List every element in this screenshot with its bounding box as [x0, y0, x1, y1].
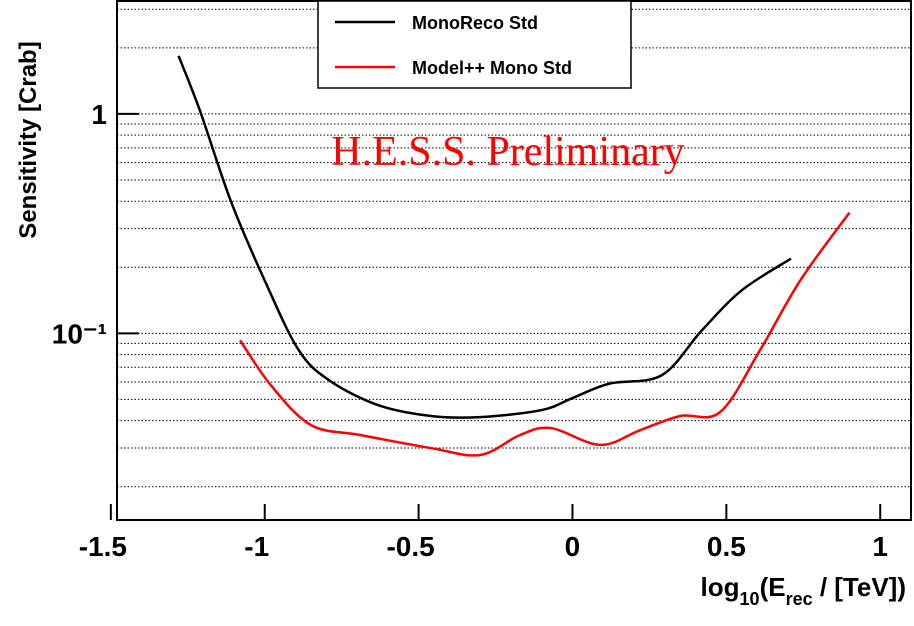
- x-tick-label: 1: [872, 531, 888, 562]
- x-tick-label: -1.5: [79, 531, 127, 562]
- line-series: [239, 211, 851, 457]
- annotation: H.E.S.S. Preliminary: [331, 129, 685, 175]
- y-tick-label: 10⁻¹: [52, 318, 107, 349]
- y-axis-label: Sensitivity [Crab]: [15, 41, 42, 238]
- y-tick-label: 1: [91, 99, 107, 130]
- x-label-part: (E: [760, 572, 786, 602]
- legend-box: [317, 0, 632, 89]
- x-label-part: log: [701, 572, 740, 602]
- legend-label: Model++ Mono Std: [412, 58, 572, 78]
- x-label-part: / [TeV]): [813, 572, 906, 602]
- x-tick-label: -0.5: [386, 531, 434, 562]
- x-label-part: 10: [740, 589, 760, 609]
- x-axis-label: log10(Erec / [TeV]): [701, 572, 906, 609]
- legend-label: MonoReco Std: [412, 13, 538, 33]
- x-tick-label: 0: [565, 531, 581, 562]
- line-series: [177, 55, 792, 419]
- x-tick-label: 0.5: [707, 531, 746, 562]
- x-tick-label: -1: [244, 531, 269, 562]
- x-label-part: rec: [786, 589, 813, 609]
